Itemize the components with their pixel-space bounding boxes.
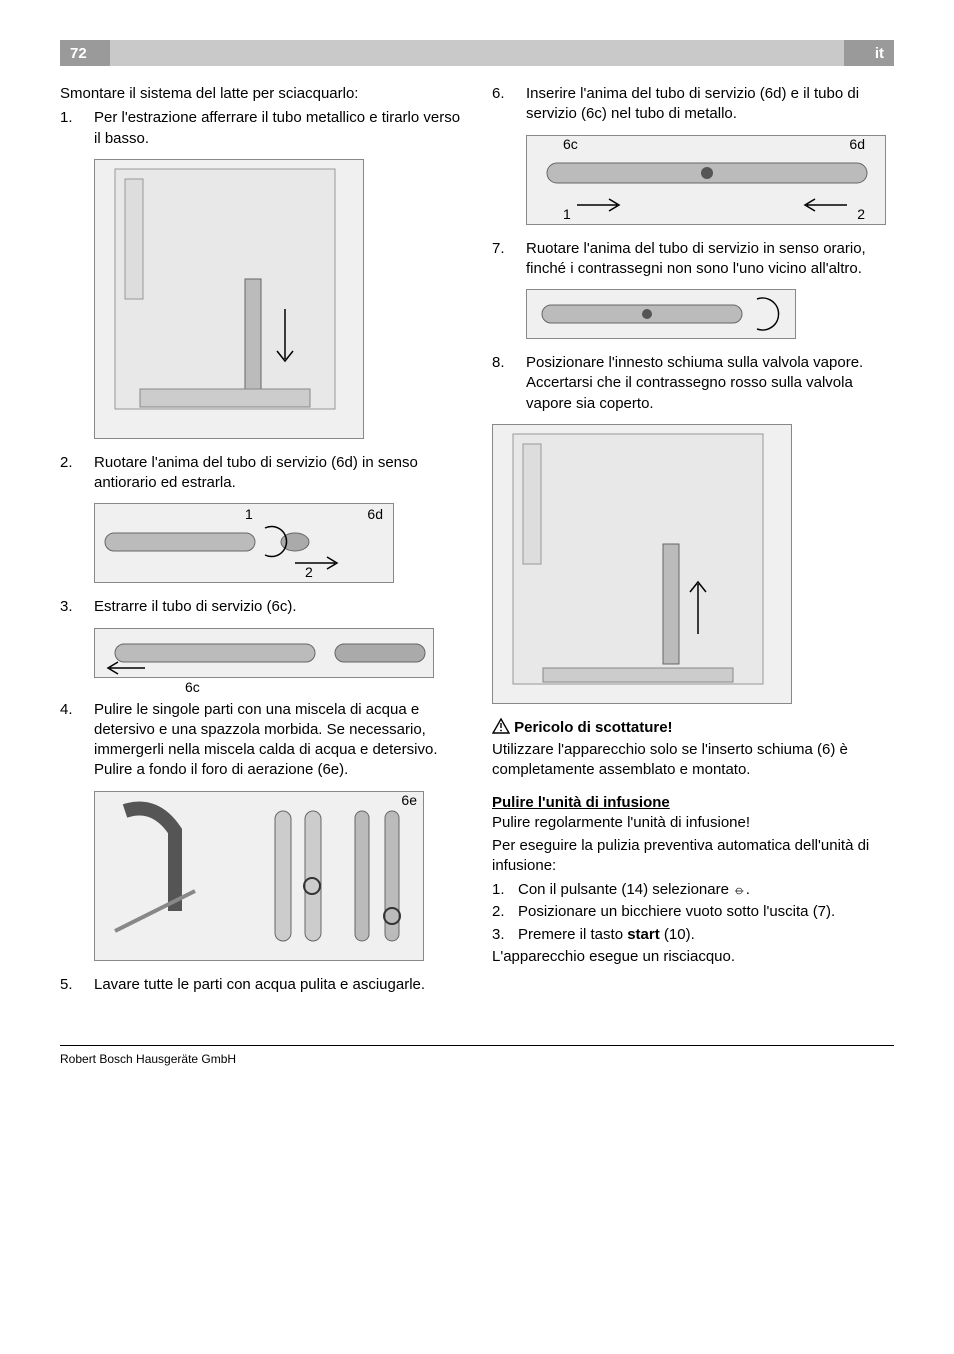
tube-rotate-cw-illustration <box>527 289 795 339</box>
figure-step6: 6c 6d 1 2 <box>526 135 886 225</box>
header-spacer <box>110 40 844 66</box>
sub-step-1: Con il pulsante (14) selezionare ⦵. <box>492 880 894 900</box>
warning-title: Pericolo di scottature! <box>514 719 672 736</box>
right-steps-8: Posizionare l'innesto schiuma sulla valv… <box>492 353 894 414</box>
left-steps-3: Estrarre il tubo di servizio (6c). <box>60 597 462 617</box>
warning-icon <box>492 718 510 738</box>
sub-steps: Con il pulsante (14) selezionare ⦵. Posi… <box>492 880 894 945</box>
section-outro: L'apparecchio esegue un risciacquo. <box>492 947 894 967</box>
label-6c: 6c <box>563 136 578 152</box>
left-steps: Per l'estrazione afferrare il tubo metal… <box>60 108 462 149</box>
step-7: Ruotare l'anima del tubo di servizio in … <box>492 239 894 280</box>
label-2: 2 <box>857 206 865 222</box>
label-6d: 6d <box>367 506 383 522</box>
step-1: Per l'estrazione afferrare il tubo metal… <box>60 108 462 149</box>
tube-extract-illustration <box>95 628 433 678</box>
left-intro: Smontare il sistema del latte per sciacq… <box>60 84 462 104</box>
step-3: Estrarre il tubo di servizio (6c). <box>60 597 462 617</box>
figure-step1 <box>94 159 364 439</box>
tube-insert-illustration <box>527 135 885 225</box>
label-2: 2 <box>305 564 313 580</box>
left-steps-5: Lavare tutte le parti con acqua pulita e… <box>60 975 462 995</box>
section-title: Pulire l'unità di infusione <box>492 794 894 811</box>
figure-step3: 6c <box>94 628 434 678</box>
right-steps-7: Ruotare l'anima del tubo di servizio in … <box>492 239 894 280</box>
step-8: Posizionare l'innesto schiuma sulla valv… <box>492 353 894 414</box>
warning-line: Pericolo di scottature! <box>492 718 894 738</box>
section-intro-1: Pulire regolarmente l'unità di infusione… <box>492 813 894 833</box>
footer-text: Robert Bosch Hausgeräte GmbH <box>60 1052 236 1066</box>
label-1: 1 <box>563 206 571 222</box>
figure-step8 <box>492 424 792 704</box>
header-bar: 72 it <box>60 40 894 66</box>
step-4: Pulire le singole parti con una miscela … <box>60 700 462 781</box>
sub-step-2: Posizionare un bicchiere vuoto sotto l'u… <box>492 902 894 922</box>
label-6c: 6c <box>185 679 200 695</box>
content-columns: Smontare il sistema del latte per sciacq… <box>60 84 894 1005</box>
tube-rotate-illustration <box>95 503 393 583</box>
machine-attach-illustration <box>493 424 791 704</box>
figure-step4: 6e <box>94 791 424 961</box>
label-6e: 6e <box>401 792 417 808</box>
sub-step-3: Premere il tasto start (10). <box>492 925 894 945</box>
page: 72 it Smontare il sistema del latte per … <box>0 0 954 1096</box>
figure-step7 <box>526 289 796 339</box>
machine-pull-down-illustration <box>95 159 363 439</box>
right-steps-6: Inserire l'anima del tubo di servizio (6… <box>492 84 894 125</box>
section-intro-2: Per eseguire la pulizia preventiva autom… <box>492 836 894 877</box>
left-column: Smontare il sistema del latte per sciacq… <box>60 84 462 1005</box>
parts-cleaning-illustration <box>95 791 423 961</box>
left-steps-2: Ruotare l'anima del tubo di servizio (6d… <box>60 453 462 494</box>
language-code: it <box>844 40 894 66</box>
sub-step-1-text: Con il pulsante (14) selezionare ⦵. <box>518 881 750 898</box>
left-steps-4: Pulire le singole parti con una miscela … <box>60 700 462 781</box>
page-number: 72 <box>60 40 110 66</box>
figure-step2: 1 6d 2 <box>94 503 394 583</box>
step-2: Ruotare l'anima del tubo di servizio (6d… <box>60 453 462 494</box>
label-1: 1 <box>245 506 253 522</box>
step-5: Lavare tutte le parti con acqua pulita e… <box>60 975 462 995</box>
step-6: Inserire l'anima del tubo di servizio (6… <box>492 84 894 125</box>
label-6d: 6d <box>849 136 865 152</box>
warning-body: Utilizzare l'apparecchio solo se l'inser… <box>492 740 894 781</box>
right-column: Inserire l'anima del tubo di servizio (6… <box>492 84 894 1005</box>
footer: Robert Bosch Hausgeräte GmbH <box>60 1045 894 1066</box>
